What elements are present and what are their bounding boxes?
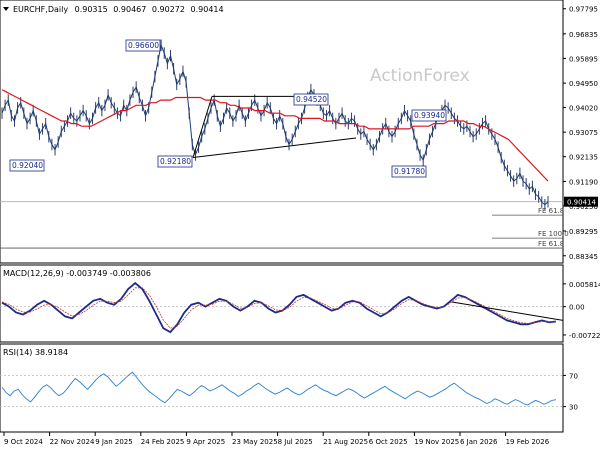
annotation-label: 0.92040	[12, 161, 43, 170]
macd-trendline	[451, 301, 564, 321]
rsi-y-tick-label: 70	[569, 372, 578, 380]
annotation-box	[157, 155, 193, 168]
price-y-tick-label: 0.93075	[569, 129, 598, 137]
macd-title: MACD(12,26,9) -0.003749 -0.003806	[3, 269, 151, 278]
x-tick-label: 22 Nov 2024	[50, 438, 95, 446]
x-tick-label: 19 Feb 2026	[506, 438, 550, 446]
last-price-label: 0.90414	[567, 199, 596, 207]
price-y-tick-label: 0.96835	[569, 31, 598, 39]
macd-y-tick-label: 0.00	[569, 304, 585, 312]
fib-level-label: FE 61.8	[538, 240, 564, 248]
x-tick-label: 24 Feb 2025	[141, 438, 185, 446]
moving-average-line	[1, 89, 549, 182]
macd-line	[1, 281, 557, 334]
collapse-triangle-icon[interactable]	[3, 7, 9, 11]
price-title: EURCHF,Daily 0.90315 0.90467 0.90272 0.9…	[13, 5, 224, 14]
x-tick-label: 9 Jan 2025	[95, 438, 133, 446]
price-y-tick-label: 0.89295	[569, 228, 598, 236]
annotation-label: 0.96600	[128, 41, 159, 50]
fib-level-label: FE 61.8	[538, 207, 564, 215]
rsi-title: RSI(14) 38.9184	[3, 348, 68, 357]
pattern-side-line	[192, 96, 213, 158]
annotation-label: 0.93940	[414, 111, 445, 120]
price-y-tick-label: 0.92135	[569, 154, 598, 162]
price-y-tick-label: 0.97795	[569, 6, 598, 14]
watermark: ActionForex	[370, 66, 470, 86]
rsi-y-tick-label: 30	[569, 404, 578, 412]
annotation-box	[411, 109, 447, 122]
rsi-panel	[0, 343, 564, 433]
x-tick-label: 21 Aug 2025	[323, 438, 368, 446]
price-y-tick-label: 0.91190	[569, 178, 598, 186]
price-y-tick-label: 0.95895	[569, 55, 598, 63]
annotation-label: 0.94520	[296, 95, 327, 104]
last-price-badge	[564, 196, 598, 207]
x-tick-label: 8 Jul 2025	[278, 438, 313, 446]
price-y-tick-label: 0.90250	[569, 203, 598, 211]
annotation-box	[391, 165, 427, 178]
x-tick-label: 23 May 2025	[232, 438, 278, 446]
annotation-label: 0.92180	[160, 157, 191, 166]
macd-panel	[0, 264, 564, 343]
fib-level-label: FE 100.0	[538, 230, 569, 238]
x-tick-label: 6 Jan 2026	[460, 438, 498, 446]
macd-signal-line	[1, 287, 557, 329]
pattern-bottom-line	[192, 137, 357, 159]
price-panel	[0, 0, 564, 264]
macd-y-tick-label: -0.007222	[569, 332, 600, 340]
x-tick-label: 19 Nov 2025	[414, 438, 459, 446]
x-tick-label: 9 Apr 2025	[186, 438, 225, 446]
price-y-tick-label: 0.88345	[569, 253, 598, 261]
price-y-tick-label: 0.94950	[569, 80, 598, 88]
x-tick-label: 9 Oct 2024	[4, 438, 43, 446]
annotation-label: 0.91780	[394, 167, 425, 176]
annotation-box	[9, 159, 45, 172]
annotation-box	[293, 93, 329, 106]
price-y-tick-label: 0.94020	[569, 104, 598, 112]
annotation-box	[125, 39, 161, 52]
macd-y-tick-label: 0.005814	[569, 281, 600, 289]
x-tick-label: 6 Oct 2025	[369, 438, 408, 446]
rsi-line	[1, 371, 557, 406]
